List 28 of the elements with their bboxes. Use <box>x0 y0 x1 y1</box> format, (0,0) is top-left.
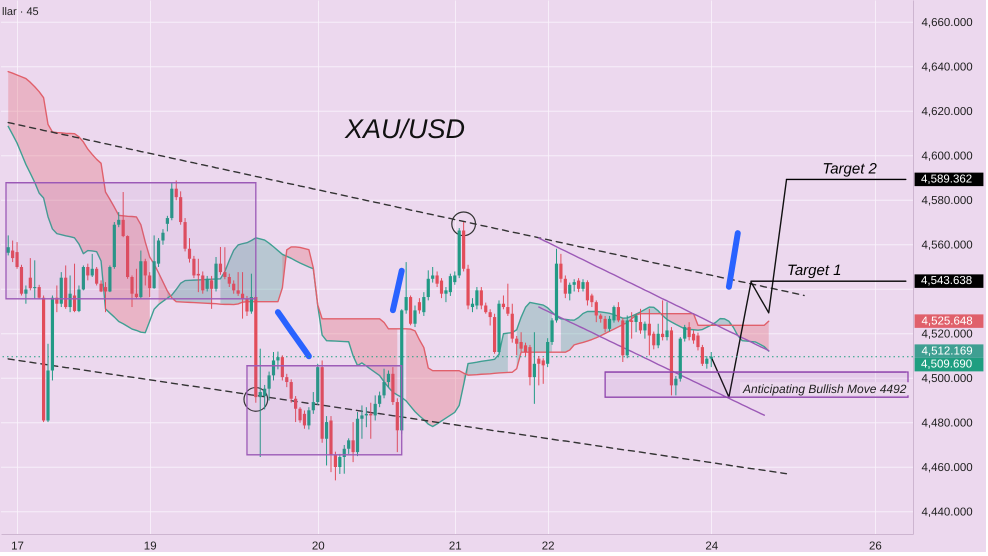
x-tick-label: 19 <box>144 540 157 552</box>
y-tick-label: 4,620.000 <box>922 106 973 118</box>
y-tick-label: 4,580.000 <box>922 194 973 207</box>
y-tick-label: 4,640.000 <box>922 61 973 74</box>
x-tick-label: 24 <box>705 540 719 552</box>
x-tick-label: 17 <box>11 540 24 552</box>
y-tick-label: 4,560.000 <box>922 239 973 252</box>
data-label: 4,543.638 <box>921 275 972 288</box>
text: llar · 45 <box>2 6 39 18</box>
x-tick-label: 22 <box>542 540 555 552</box>
series-label: Target 1 <box>787 262 842 280</box>
x-tick-label: 26 <box>868 540 882 552</box>
y-tick-label: 4,520.000 <box>922 328 973 340</box>
x-tick-label: 20 <box>312 540 325 552</box>
annotation: Anticipating Bullish Move 4492 <box>742 382 907 396</box>
y-tick-label: 4,480.000 <box>922 417 973 430</box>
y-tick-label: 4,460.000 <box>922 462 973 474</box>
text: XAU/USD <box>344 114 466 144</box>
ref-line-label: 4,509.690 <box>921 358 972 371</box>
series-label: Target 2 <box>822 160 878 178</box>
data-label: 4,589.362 <box>921 173 972 186</box>
y-tick-label: 4,500.000 <box>922 372 973 385</box>
y-tick-label: 4,600.000 <box>922 150 973 162</box>
y-tick-label: 4,440.000 <box>922 506 973 518</box>
y-tick-label: 4,512.169 <box>922 346 973 358</box>
y-tick-label: 4,660.000 <box>922 16 973 29</box>
x-tick-label: 21 <box>448 540 462 552</box>
y-tick-label: 4,525.648 <box>922 316 973 328</box>
